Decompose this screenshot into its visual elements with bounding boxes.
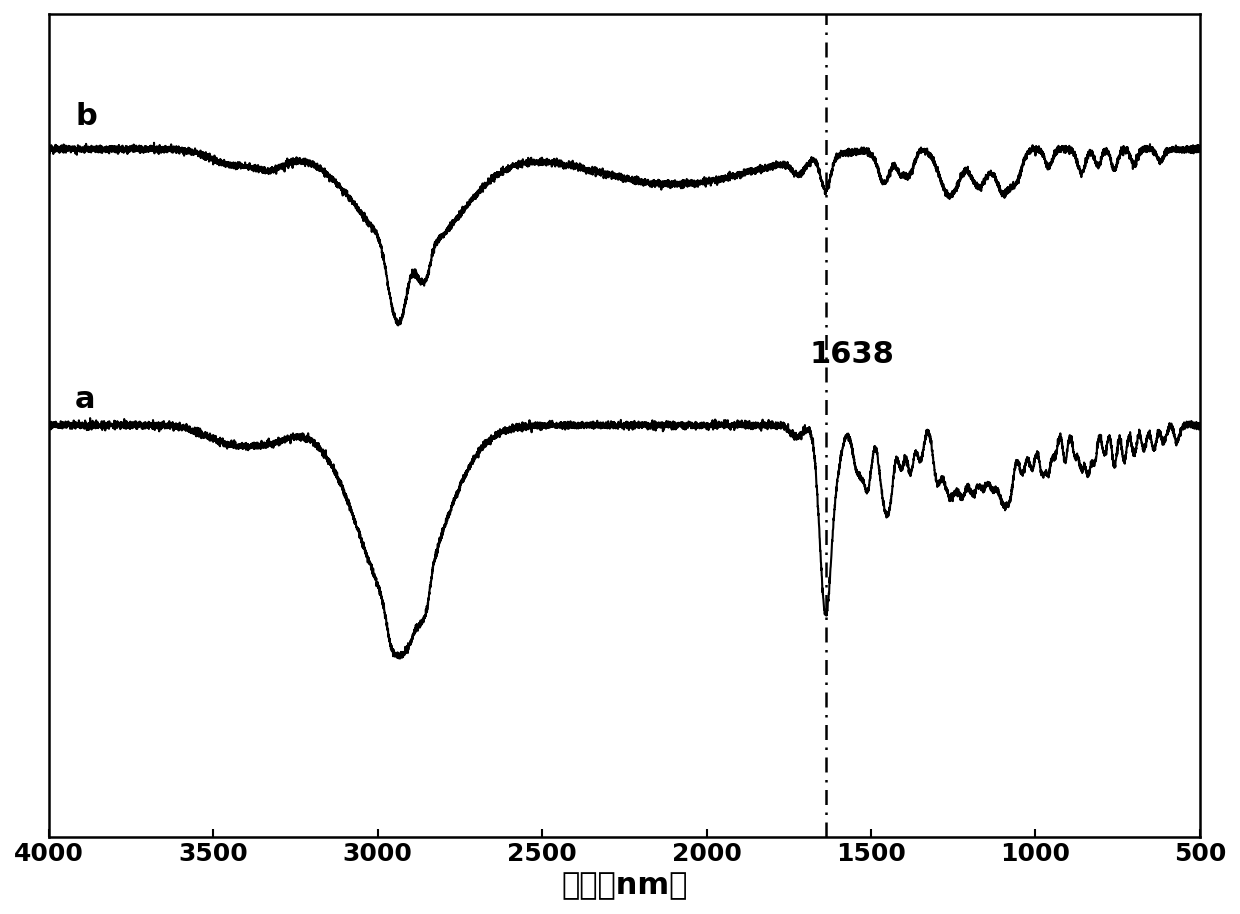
Text: b: b <box>76 102 97 132</box>
X-axis label: 波数（nm）: 波数（nm） <box>562 871 687 900</box>
Text: 1638: 1638 <box>810 340 894 369</box>
Text: a: a <box>76 385 95 413</box>
